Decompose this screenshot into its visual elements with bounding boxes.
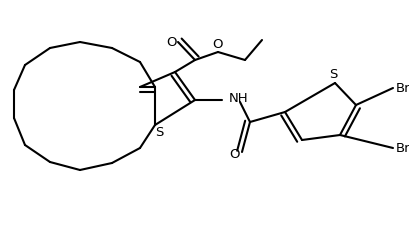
Text: NH: NH	[229, 92, 248, 106]
Text: S: S	[328, 69, 336, 81]
Text: O: O	[229, 147, 240, 161]
Text: O: O	[212, 37, 223, 51]
Text: O: O	[166, 36, 177, 48]
Text: S: S	[155, 125, 163, 139]
Text: Br: Br	[395, 81, 409, 95]
Text: Br: Br	[395, 142, 409, 154]
